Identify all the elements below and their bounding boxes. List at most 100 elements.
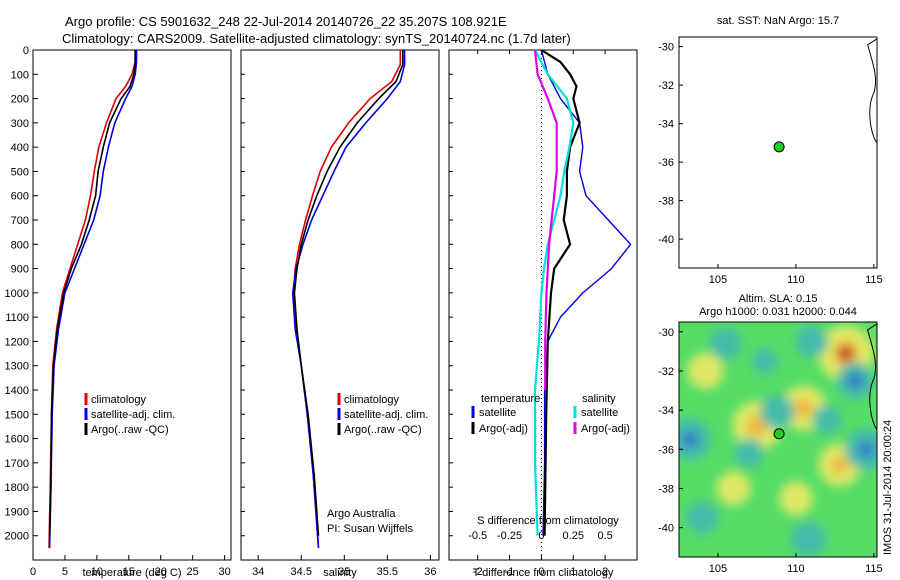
sst-map-ytick-label: -36 <box>658 157 674 169</box>
temperature-ytick-label: 900 <box>11 264 29 276</box>
difference-stick-label: -0.5 <box>468 530 487 542</box>
sla-negative-anomaly <box>734 438 764 468</box>
temperature-panel: 0 5 10 15 20 25 300100200300400500600700800900… <box>5 45 232 579</box>
sla-map-xtick-label: 110 <box>787 563 805 575</box>
temperature-xtick-label: 25 <box>187 566 199 578</box>
salinity-xtick-label: 34 <box>252 566 264 578</box>
salinity-panel: 34 34.5 35 35.5 36 salinity climatology satelli… <box>240 49 440 579</box>
salinity-legend-label: Argo(..raw -QC) <box>344 424 422 436</box>
sla-negative-anomaly <box>790 521 827 557</box>
difference-legend-title-s: salinity <box>582 393 616 405</box>
temperature-xtick-label: 30 <box>218 566 230 578</box>
temperature-ytick-label: 300 <box>11 118 29 130</box>
difference-series-line <box>540 49 581 536</box>
sla-map-coastline <box>867 323 878 431</box>
salinity-legend-label: satellite-adj. clim. <box>344 409 428 421</box>
salinity-frame <box>240 49 440 561</box>
difference-xtick-label: 0 <box>538 566 544 578</box>
sst-map-frame <box>678 36 878 269</box>
sla-map-frame <box>678 321 878 558</box>
temperature-ytick-label: 1300 <box>5 361 29 373</box>
sla-positive-anomaly <box>837 345 854 362</box>
sla-negative-anomaly <box>751 348 778 375</box>
difference-legend-label: Argo(-adj) <box>581 423 630 435</box>
salinity-xlabel: salinity <box>323 567 357 579</box>
sla-negative-anomaly <box>760 395 795 430</box>
salinity-annotation-line2: PI: Susan Wijffels <box>327 523 413 535</box>
sla-negative-anomaly <box>709 327 742 360</box>
temperature-xtick-label: 10 <box>91 566 103 578</box>
temperature-ytick-label: 600 <box>11 191 29 203</box>
sla-map-title: Altim. SLA: 0.15 <box>739 293 818 305</box>
temperature-ytick-label: 800 <box>11 239 29 251</box>
difference-frame <box>448 49 638 561</box>
difference-xtick-label: 1 <box>570 566 576 578</box>
difference-stick-label: 0.5 <box>597 530 612 542</box>
temperature-ytick-label: 1400 <box>5 385 29 397</box>
difference-xtick-label: -1 <box>505 566 515 578</box>
sla-positive-anomaly <box>716 471 751 506</box>
salinity-legend-label: climatology <box>344 394 400 406</box>
temperature-legend-label: satellite-adj. clim. <box>91 409 175 421</box>
sla-positive-anomaly <box>793 398 814 418</box>
sst-map-ytick-label: -38 <box>658 196 674 208</box>
temperature-frame <box>32 49 232 561</box>
salinity-xtick-label: 35 <box>338 566 350 578</box>
difference-stick-label: 0.25 <box>563 530 584 542</box>
difference-xlabel: T difference from climatology <box>473 567 614 579</box>
sst-map-ytick-label: -32 <box>658 80 674 92</box>
temperature-legend-label: Argo(..raw -QC) <box>91 424 169 436</box>
temperature-xtick-label: 0 <box>30 566 36 578</box>
sla-positive-anomaly <box>687 352 724 390</box>
sla-negative-anomaly <box>686 501 719 535</box>
salinity-xtick-label: 36 <box>424 566 436 578</box>
temperature-legend-label: climatology <box>91 394 147 406</box>
salinity-xtick-label: 34.5 <box>291 566 312 578</box>
sla-map-anomalies <box>679 325 877 557</box>
sst-map-ytick-label: -40 <box>658 234 674 246</box>
difference-panel: -2 -1 0 1 2 -0.5 -0.25 0 0.25 0.5 T difference fro… <box>448 49 638 579</box>
sla-negative-anomaly <box>795 325 828 358</box>
sst-map-xtick-label: 110 <box>787 274 805 286</box>
sla-positive-anomaly <box>830 455 849 475</box>
temperature-xtick-label: 15 <box>123 566 135 578</box>
temperature-ytick-label: 1800 <box>5 482 29 494</box>
sla-negative-anomaly <box>812 405 842 435</box>
difference-series-line <box>533 49 575 536</box>
sst-map-ytick-label: -34 <box>658 119 674 131</box>
difference-legend-label: satellite <box>479 407 516 419</box>
sla-map-field <box>679 322 877 557</box>
sla-positive-anomaly <box>778 481 813 516</box>
temperature-ytick-label: 1700 <box>5 458 29 470</box>
sla-negative-anomaly <box>847 372 864 389</box>
temperature-ytick-label: 1000 <box>5 288 29 300</box>
difference-xtick-label: 2 <box>602 566 608 578</box>
temperature-series-line <box>48 50 136 536</box>
sla-map-xtick-label: 115 <box>865 563 883 575</box>
sla-map-ytick-label: -32 <box>658 366 674 378</box>
profile-title: Argo profile: CS 5901632_248 22-Jul-2014… <box>65 14 507 29</box>
sst-map-background <box>679 37 877 268</box>
temperature-ytick-label: 100 <box>11 69 29 81</box>
temperature-ytick-label: 700 <box>11 215 29 227</box>
sla-map-ytick-label: -34 <box>658 405 674 417</box>
difference-legend-title-t: temperature <box>481 393 540 405</box>
difference-series-line <box>533 49 558 390</box>
imos-timestamp: IMOS 31-Jul-2014 20:00:24 <box>882 419 894 555</box>
climatology-title: Climatology: CARS2009. Satellite-adjuste… <box>62 31 571 46</box>
sla-map-ytick-label: -36 <box>658 444 674 456</box>
sla-map-xtick-label: 105 <box>709 563 727 575</box>
sst-map-ytick-label: -30 <box>658 42 674 54</box>
temperature-ytick-label: 1500 <box>5 409 29 421</box>
sst-map-xtick-label: 115 <box>865 274 883 286</box>
temperature-ytick-label: 2000 <box>5 531 29 543</box>
temperature-ytick-label: 1900 <box>5 506 29 518</box>
sla-map-ytick-label: -38 <box>658 483 674 495</box>
temperature-ytick-label: 400 <box>11 142 29 154</box>
sla-negative-anomaly <box>858 441 875 458</box>
difference-legend-label: satellite <box>581 407 618 419</box>
difference-stick-label: 0 <box>538 530 544 542</box>
temperature-ytick-label: 0 <box>23 45 29 57</box>
difference-legend-label: Argo(-adj) <box>479 423 528 435</box>
